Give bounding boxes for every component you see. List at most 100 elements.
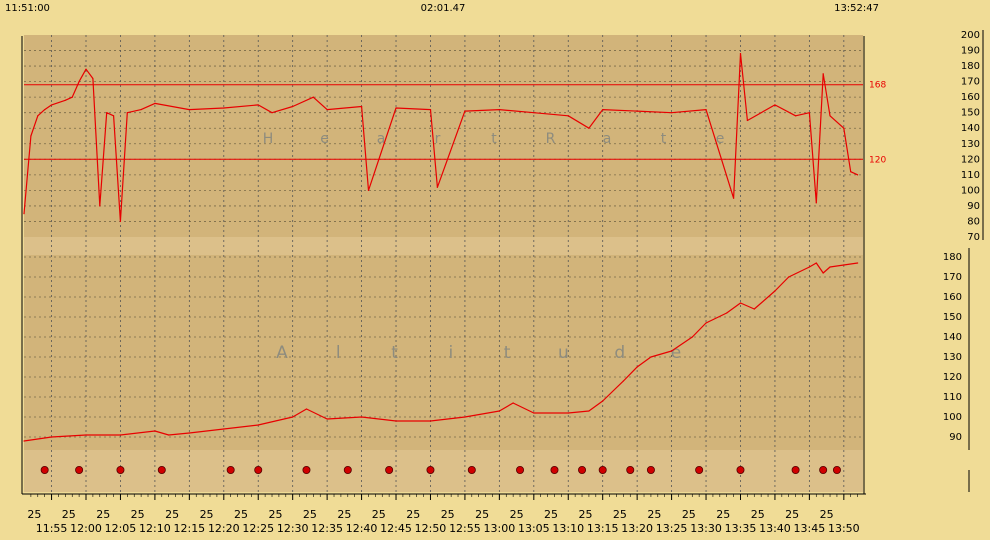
x-minor-tick-label: 25 [131,508,145,521]
x-minor-tick-label: 25 [234,508,248,521]
heart-rate-line-point [794,115,797,117]
heart-rate-watermark-letter: a [377,131,386,147]
altitude-line-point [395,420,397,422]
chart-frame [21,30,984,500]
altitude-watermark-letter: t [391,343,398,363]
end-time: 13:52:47 [834,3,879,14]
altitude-line-point [223,428,225,430]
heart-rate-line-point [808,112,810,114]
hr-y-tick-label: 200 [961,30,980,41]
alt-y-tick-label: 130 [943,352,962,363]
start-time: 11:51:00 [5,3,50,14]
x-minor-tick-label: 25 [613,508,627,521]
lap-marker [343,465,352,474]
heart-rate-line-point [850,171,852,173]
x-tick-label: 11:55 [36,522,68,535]
heart-rate-line-point [188,108,190,111]
x-tick-label: 13:40 [759,522,791,535]
altitude-watermark-letter: u [558,343,569,363]
heart-rate-line-point [271,112,273,114]
hr-y-tick-label: 140 [961,123,980,134]
altitude-line-point [326,418,328,420]
lap-marker [646,465,655,474]
x-minor-tick-label: 25 [475,508,489,521]
alt-y-tick-label: 90 [949,432,962,443]
x-tick-label: 12:50 [415,522,447,535]
lap-marker [40,465,49,474]
x-minor-tick-label: 25 [62,508,76,521]
hr-y-tick-label: 90 [967,201,980,212]
altitude-line-point [50,436,53,438]
lap-marker [75,465,84,474]
altitude-panel [24,255,863,450]
heart-rate-line [23,53,858,223]
altitude-line-point [498,410,500,412]
altitude-watermark-letter: d [614,343,625,363]
alt-y-tick-label: 160 [943,292,962,303]
altitude-line-point [822,272,824,274]
heart-rate-line-point [78,81,80,83]
heart-rate-line-point [50,104,53,106]
heart-rate-line-point [37,115,39,117]
hr-y-tick-label: 180 [961,61,980,72]
x-tick-label: 13:50 [828,522,860,535]
x-minor-tick-label: 25 [510,508,524,521]
lap-marker [819,465,828,474]
altitude-line-point [85,434,87,436]
heart-rate-watermark-letter: H [263,131,274,147]
altitude-line-point [464,416,466,418]
x-tick-label: 12:55 [449,522,481,535]
heart-rate-line-point [154,102,156,104]
altitude-line-point [705,322,707,324]
altitude-line-point [23,440,25,442]
heart-rate-line-point [533,112,535,114]
heart-rate-watermark-letter: t [491,131,497,147]
x-minor-tick-label: 25 [406,508,420,521]
alt-y-tick-label: 120 [943,372,962,383]
altitude-line-point [650,356,652,358]
alt-y-tick-label: 110 [943,392,962,403]
panel-separator [24,237,863,255]
heart-rate-line-point [464,110,466,112]
altitude-line-point [429,420,432,422]
heart-rate-line-point [140,108,142,111]
altitude-line-point [305,408,308,410]
altitude-line-point [815,262,817,264]
lap-marker [157,465,166,474]
heart-rate-line-point [732,197,735,199]
lap-marker [226,465,235,474]
x-minor-tick-label: 25 [716,508,730,521]
heart-rate-line-point [312,96,314,98]
x-tick-label: 12:35 [311,522,343,535]
altitude-line-point [533,412,535,414]
altitude-line-point [829,266,831,268]
altitude-line-point [622,380,624,382]
heart-rate-line-point [64,99,66,101]
altitude-line-point [739,302,742,304]
heart-rate-line-point [119,220,122,223]
hr-y-tick-label: 70 [967,232,980,243]
reference-line-label: 168 [869,81,886,91]
altitude-line-point [691,336,693,338]
x-minor-tick-label: 25 [96,508,110,521]
heart-rate-line-point [112,115,115,117]
heart-rate-line-point [857,174,859,176]
heart-rate-watermark-letter: e [716,131,725,147]
hr-y-tick-label: 120 [961,154,980,165]
x-tick-label: 12:30 [277,522,309,535]
altitude-line-point [292,416,294,418]
x-minor-tick-label: 25 [785,508,799,521]
heart-rate-watermark-letter: r [435,131,441,147]
x-minor-tick-label: 25 [820,508,834,521]
hr-y-tick-label: 170 [961,77,980,88]
heart-rate-panel [24,35,863,237]
lap-marker [467,465,476,474]
heart-rate-line-point [815,202,817,204]
heart-rate-line-point [670,112,673,114]
x-minor-tick-label: 25 [372,508,386,521]
lap-marker [695,465,704,474]
heart-rate-line-point [843,127,845,129]
x-tick-label: 13:30 [690,522,722,535]
hr-y-tick-label: 190 [961,46,980,57]
